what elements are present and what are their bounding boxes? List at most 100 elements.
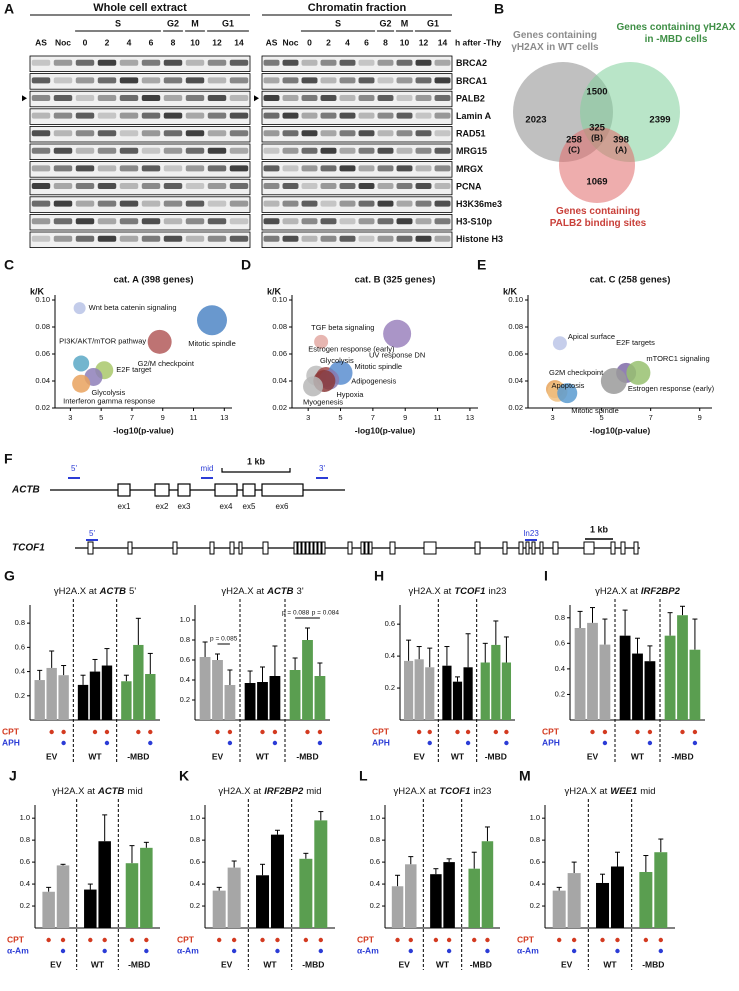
gene-name: TCOF1 xyxy=(12,543,45,554)
band xyxy=(185,59,205,66)
treatment-dot xyxy=(227,729,233,735)
band xyxy=(358,130,375,137)
treatment-dot xyxy=(472,937,477,943)
band xyxy=(75,59,95,66)
bar xyxy=(677,615,688,720)
band xyxy=(415,165,432,172)
bar xyxy=(77,684,89,720)
bar xyxy=(443,862,455,928)
band xyxy=(207,165,227,172)
band xyxy=(301,235,318,242)
y-tick-label: 0.08 xyxy=(272,322,287,331)
band xyxy=(185,77,205,84)
bar xyxy=(654,852,668,928)
band xyxy=(320,147,337,154)
treatment-dot xyxy=(49,729,54,735)
treatment-dot xyxy=(658,937,664,943)
band xyxy=(163,112,183,119)
exon xyxy=(360,541,365,555)
band xyxy=(301,77,318,84)
band xyxy=(163,59,183,66)
group-label: WT xyxy=(91,959,105,969)
treatment-dot xyxy=(318,937,324,943)
group-label: -MBD xyxy=(128,959,150,969)
band xyxy=(282,77,299,84)
band xyxy=(53,112,73,119)
band xyxy=(75,218,95,225)
treatment-dot xyxy=(647,729,653,735)
band xyxy=(119,112,139,119)
bar xyxy=(639,871,653,928)
treatment-label: CPT xyxy=(177,934,195,944)
scale-label: 1 kb xyxy=(247,456,266,466)
band xyxy=(75,200,95,207)
chart-title: γH2A.X at ACTB 5' xyxy=(54,586,136,597)
band xyxy=(207,95,227,101)
bar xyxy=(314,676,326,720)
exon-label: ex3 xyxy=(178,502,191,511)
band xyxy=(301,147,318,154)
band xyxy=(53,200,73,207)
y-tick-label: 0.2 xyxy=(190,901,200,910)
phase-label: G2 xyxy=(167,18,179,28)
title-gene: IRF2BP2 xyxy=(264,786,304,797)
exon xyxy=(309,541,314,555)
band xyxy=(320,165,337,172)
y-tick-label: 0.02 xyxy=(35,403,50,412)
protein-label: BRCA2 xyxy=(456,58,487,68)
band xyxy=(229,147,249,154)
band xyxy=(320,77,337,84)
treatment-dot xyxy=(602,740,608,746)
bar xyxy=(56,865,70,928)
title-text: γH2A.X at xyxy=(54,586,97,597)
band xyxy=(97,130,117,137)
bubble-label: TGF beta signaling xyxy=(311,323,374,332)
band xyxy=(31,77,51,84)
y-tick-label: 0.8 xyxy=(15,618,25,627)
band xyxy=(358,200,375,207)
x-tick-label: 3 xyxy=(550,413,554,422)
treatment-dot xyxy=(465,740,471,746)
treatment-label: α-Am xyxy=(517,945,539,955)
bar xyxy=(452,681,463,720)
treatment-dot xyxy=(504,740,509,746)
treatment-dot xyxy=(571,937,577,943)
lane-label: 6 xyxy=(364,37,369,47)
bar xyxy=(610,866,624,928)
bubble-label: E2F targets xyxy=(616,338,655,347)
treatment-dot xyxy=(61,740,66,746)
band xyxy=(75,95,95,101)
band xyxy=(119,200,139,207)
chart-title: γH2A.X at ACTB mid xyxy=(52,786,142,797)
band xyxy=(141,183,161,189)
lane-label: 2 xyxy=(326,37,331,47)
y-tick-label: 0.4 xyxy=(15,667,25,676)
treatment-dot xyxy=(104,729,110,735)
band xyxy=(282,112,299,119)
treatment-dot xyxy=(615,937,620,943)
phase-label: M xyxy=(191,18,199,28)
treatment-dot xyxy=(658,948,664,954)
band xyxy=(282,235,299,242)
band xyxy=(53,59,73,66)
treatment-label: α-Am xyxy=(357,945,379,955)
bar xyxy=(632,653,643,720)
exon xyxy=(389,541,396,555)
band xyxy=(229,95,249,101)
band xyxy=(185,183,205,189)
exon-label: ex2 xyxy=(156,502,169,511)
band xyxy=(358,147,375,154)
x-tick-label: 5 xyxy=(600,413,604,422)
y-tick-label: 0.08 xyxy=(35,322,50,331)
bubble-label: mTORC1 signaling xyxy=(646,354,709,363)
panel-label: H xyxy=(374,568,384,584)
band xyxy=(53,95,73,101)
band xyxy=(207,59,227,66)
y-tick-label: 0.10 xyxy=(272,295,287,304)
band xyxy=(282,200,299,207)
bar xyxy=(391,886,404,928)
x-tick-label: 11 xyxy=(434,413,442,422)
bar xyxy=(314,820,328,928)
band xyxy=(141,112,161,119)
bar xyxy=(269,676,281,720)
